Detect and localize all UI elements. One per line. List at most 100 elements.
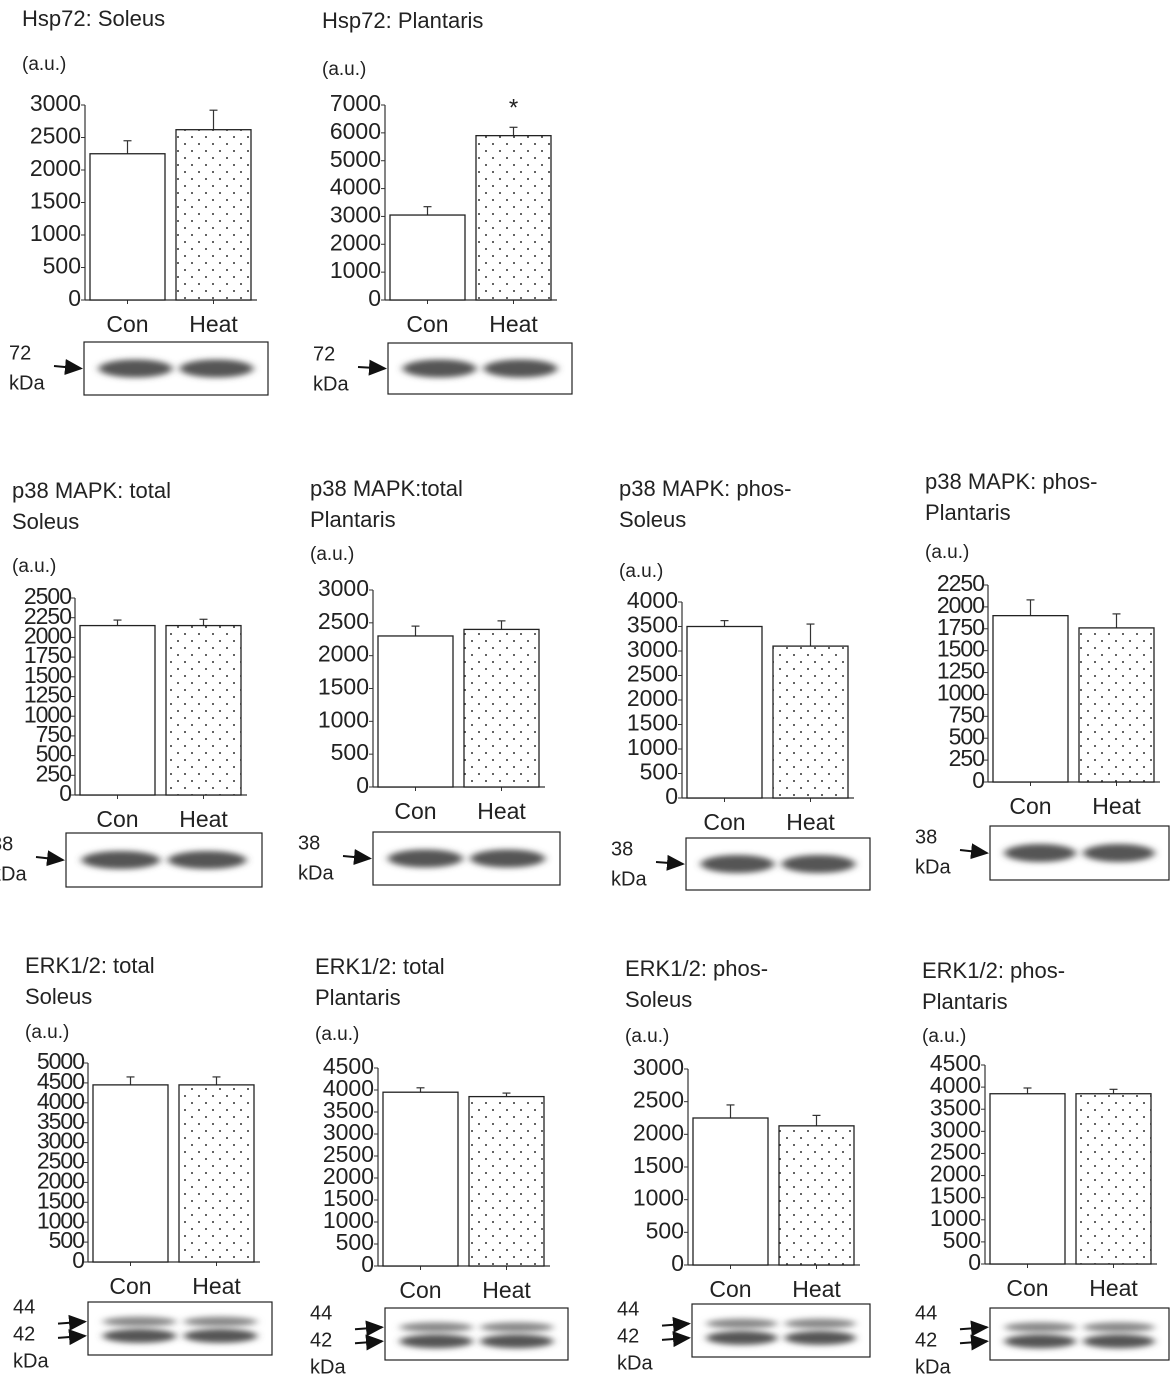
x-tick-label: Con xyxy=(96,806,138,832)
axis-unit: (a.u.) xyxy=(310,544,354,565)
marker-unit: kDa xyxy=(313,373,349,395)
marker-arrow xyxy=(355,1341,382,1343)
y-tick-label: 2500 xyxy=(627,661,678,687)
y-tick-label: 7000 xyxy=(330,90,381,116)
y-tick-label: 2500 xyxy=(30,123,81,149)
axis-unit: (a.u.) xyxy=(12,556,56,577)
y-tick-label: 2000 xyxy=(633,1119,684,1145)
blot-band xyxy=(480,1334,553,1348)
x-tick-label: Con xyxy=(399,1277,441,1303)
marker-arrow xyxy=(58,1336,85,1338)
marker-unit: kDa xyxy=(310,1356,346,1375)
blot-band xyxy=(168,851,246,869)
x-tick-label: Heat xyxy=(1092,793,1141,819)
x-tick-label: Con xyxy=(1006,1275,1048,1301)
bar xyxy=(390,215,465,300)
y-tick-label: 0 xyxy=(68,285,81,311)
marker-arrow xyxy=(358,367,385,369)
y-tick-label: 1500 xyxy=(30,188,81,214)
bar xyxy=(773,646,848,798)
blot-band xyxy=(184,1317,258,1327)
marker-arrow xyxy=(960,1341,987,1343)
y-tick-label: 1000 xyxy=(633,1185,684,1211)
marker-label: 42 xyxy=(617,1325,639,1347)
blot-band xyxy=(99,360,173,378)
bar xyxy=(383,1092,458,1266)
y-tick-label: 500 xyxy=(646,1217,684,1243)
blot-band xyxy=(1083,1334,1155,1348)
y-tick-label: 1500 xyxy=(627,710,678,736)
bar xyxy=(1076,1094,1151,1264)
blot-band xyxy=(470,850,545,868)
y-tick-label: 2000 xyxy=(330,229,381,255)
marker-unit: kDa xyxy=(298,862,334,884)
x-tick-label: Heat xyxy=(786,809,835,835)
marker-arrow xyxy=(355,1327,382,1329)
blot-band xyxy=(1083,844,1155,862)
y-tick-label: 1000 xyxy=(930,1205,981,1231)
marker-arrow xyxy=(58,1322,85,1324)
axis-unit: (a.u.) xyxy=(625,1026,669,1047)
marker-unit: kDa xyxy=(915,856,951,878)
y-tick-label: 2000 xyxy=(627,685,678,711)
blot-band xyxy=(103,1317,177,1327)
marker-arrow xyxy=(662,1324,689,1326)
bar xyxy=(80,626,155,795)
x-tick-label: Heat xyxy=(189,311,238,337)
y-tick-label: 0 xyxy=(665,783,678,809)
panel-title: ERK1/2: total xyxy=(25,953,155,978)
marker-arrow xyxy=(662,1338,689,1340)
bar xyxy=(476,136,551,300)
y-tick-label: 5000 xyxy=(330,146,381,172)
blot-band xyxy=(184,1329,258,1343)
axis-unit: (a.u.) xyxy=(22,54,66,75)
blot-band xyxy=(701,855,775,873)
blot-band xyxy=(785,1319,856,1329)
axis-unit: (a.u.) xyxy=(619,561,663,582)
bar xyxy=(179,1085,254,1262)
axis-unit: (a.u.) xyxy=(922,1026,966,1047)
y-tick-label: 3000 xyxy=(627,636,678,662)
y-tick-label: 2000 xyxy=(30,155,81,181)
y-tick-label: 3000 xyxy=(330,202,381,228)
panel-title: Plantaris xyxy=(925,500,1011,525)
y-tick-label: 1000 xyxy=(627,734,678,760)
x-tick-label: Con xyxy=(109,1273,151,1299)
bar xyxy=(990,1094,1065,1264)
x-tick-label: Heat xyxy=(179,806,228,832)
y-tick-label: 0 xyxy=(968,1249,981,1275)
y-tick-label: 1500 xyxy=(318,674,369,700)
panel-title: Plantaris xyxy=(922,989,1008,1014)
y-tick-label: 0 xyxy=(671,1250,684,1276)
blot-frame xyxy=(692,1304,870,1357)
panel-title: ERK1/2: phos- xyxy=(922,958,1065,983)
panel-title: p38 MAPK: phos- xyxy=(925,469,1097,494)
x-tick-label: Heat xyxy=(792,1276,841,1302)
x-tick-label: Con xyxy=(1009,793,1051,819)
marker-label: 42 xyxy=(13,1323,35,1345)
x-tick-label: Con xyxy=(394,798,436,824)
x-tick-label: Heat xyxy=(192,1273,241,1299)
panel-title: ERK1/2: total xyxy=(315,954,445,979)
y-tick-label: 0 xyxy=(368,285,381,311)
y-tick-label: 6000 xyxy=(330,118,381,144)
panel-title: Soleus xyxy=(625,987,692,1012)
blot-band xyxy=(785,1331,856,1345)
significance-mark: * xyxy=(509,95,518,122)
panel-title: Hsp72: Plantaris xyxy=(322,8,483,33)
blot-band xyxy=(400,1322,473,1332)
x-tick-label: Heat xyxy=(1089,1275,1138,1301)
figure: Hsp72: Soleus(a.u.)050010001500200025003… xyxy=(0,0,1171,1375)
blot-band xyxy=(782,855,856,873)
marker-label: 44 xyxy=(617,1298,639,1320)
marker-label: 38 xyxy=(915,826,937,848)
y-tick-label: 1500 xyxy=(930,1183,981,1209)
bar xyxy=(93,1085,168,1262)
y-tick-label: 1000 xyxy=(330,257,381,283)
y-tick-label: 500 xyxy=(331,739,369,765)
blot-band xyxy=(1004,844,1076,862)
marker-label: 44 xyxy=(915,1302,937,1324)
bar xyxy=(166,626,241,795)
panel-title: Soleus xyxy=(25,984,92,1009)
marker-label: 38 xyxy=(0,833,13,855)
